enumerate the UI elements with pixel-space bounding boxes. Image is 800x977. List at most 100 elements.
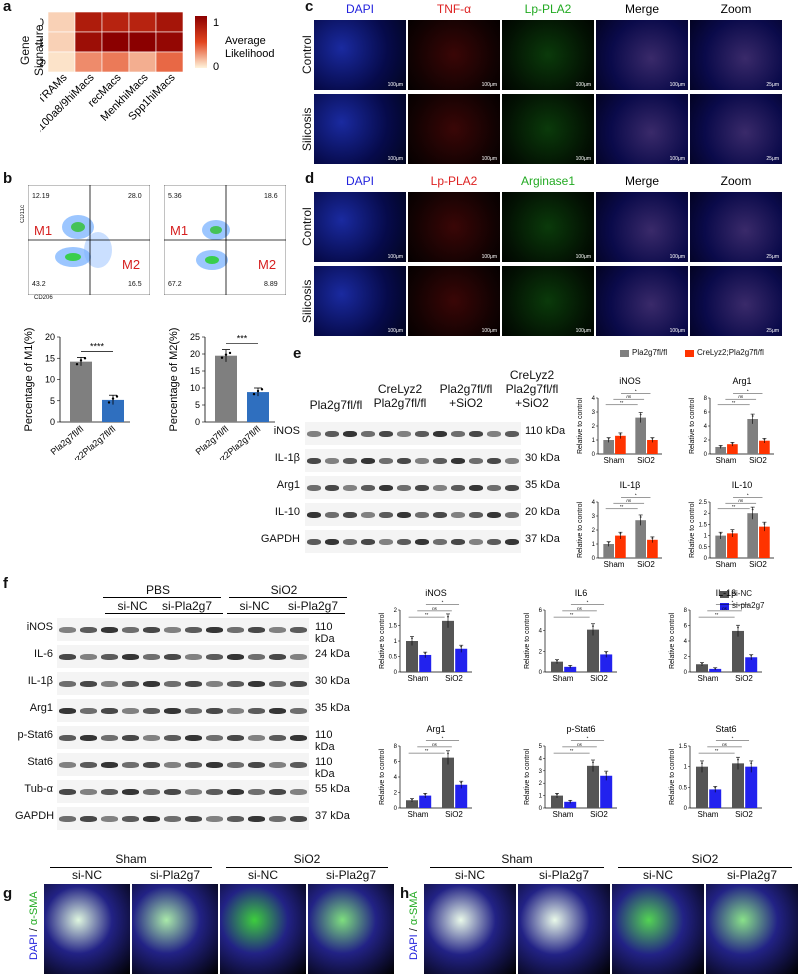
tick-label: 0 <box>704 556 708 562</box>
bar <box>745 657 758 672</box>
blot-band <box>469 458 483 464</box>
scale-label: 100μm <box>481 328 497 334</box>
flow-q-tl: 12.19 <box>32 193 50 200</box>
bar <box>406 800 418 808</box>
tick-label: 6 <box>684 624 688 630</box>
chart-title: IL-1β <box>716 588 737 598</box>
blot-strip <box>57 780 309 803</box>
blot-band <box>379 539 393 545</box>
blot-band <box>143 627 160 633</box>
confocal-sub-label: si-Pla2g7 <box>149 868 201 882</box>
e-group-1: Pla2g7fl/fl <box>309 398 363 412</box>
blot-band <box>433 512 447 518</box>
chart-title: Arg1 <box>732 376 751 386</box>
micrograph: 25μm <box>690 266 782 336</box>
scale-label: 100μm <box>669 328 685 334</box>
scale-label: 100μm <box>387 156 403 162</box>
x-cat-label: SiO2 <box>637 456 655 465</box>
blot-band <box>290 762 307 768</box>
tick-label: 6 <box>394 760 398 766</box>
blot-band <box>469 431 483 437</box>
tick-label: 4 <box>704 424 708 430</box>
point <box>411 637 413 640</box>
micrograph: 100μm <box>408 94 500 164</box>
panel-label-d: d <box>305 170 315 187</box>
blot-label: iNOS <box>273 425 300 437</box>
h-ylabel: DAPI / α-SMA <box>408 891 420 961</box>
bar <box>419 795 432 808</box>
tick-label: 0 <box>539 806 543 812</box>
tick-label: 0.5 <box>389 655 398 661</box>
bar <box>406 641 418 672</box>
micro-header: Zoom <box>720 2 752 16</box>
blot-label: IL-6 <box>34 648 53 660</box>
point <box>714 786 717 789</box>
bar <box>715 535 726 558</box>
blot-band <box>290 708 307 714</box>
blot-label: Arg1 <box>29 702 53 714</box>
blot-band <box>451 539 465 545</box>
sig-label: ** <box>570 612 574 617</box>
grouped-bar-chart: IL6 0 2 4 6 Sham SiO2 **ns * Relative to control <box>524 588 617 683</box>
blot-band <box>343 431 357 437</box>
blot-strip <box>57 645 309 668</box>
blot-kda: 110 kDa <box>315 621 335 645</box>
panel-label-a: a <box>3 0 12 15</box>
confocal-sub-label: si-NC <box>643 868 673 882</box>
blot-band <box>361 431 375 437</box>
chart-title: iNOS <box>619 376 641 386</box>
confocal-image <box>220 884 306 974</box>
blot-band <box>379 458 393 464</box>
tick-label: 2 <box>704 438 708 444</box>
blot-band <box>269 816 286 822</box>
blot-band <box>227 762 244 768</box>
flow-q-br: 8.89 <box>264 281 278 288</box>
blot-band <box>397 458 411 464</box>
panel-label-c: c <box>305 0 314 15</box>
blot-band <box>415 539 429 545</box>
confocal-group-label: Sham <box>501 852 533 866</box>
point <box>651 537 654 539</box>
blot-band <box>361 539 375 545</box>
blot-band <box>80 627 97 633</box>
sig-label: ns <box>626 394 632 399</box>
confocal-sub-label: si-Pla2g7 <box>538 868 590 882</box>
point <box>714 667 717 670</box>
b-point <box>224 353 228 356</box>
blot-strip <box>57 618 309 641</box>
micro-header: Zoom <box>720 174 752 188</box>
point <box>763 523 766 525</box>
confocal-image <box>518 884 610 974</box>
blot-kda: 30 kDa <box>525 452 560 464</box>
b-tick-label: 15 <box>45 353 55 363</box>
b-bar <box>70 361 92 422</box>
blot-band <box>122 735 139 741</box>
heatmap-ylabel: Gene Signature <box>18 24 46 76</box>
heatmap-legend-title: Average <box>225 35 266 47</box>
heatmap-row-label: M0 <box>40 17 44 29</box>
grouped-bar-chart: IL-1β 0 2 4 6 8 Sham SiO2 **ns * Relative to contr… <box>669 588 762 683</box>
blot-band <box>185 816 202 822</box>
sig-label: * <box>747 389 749 394</box>
scale-label: 100μm <box>669 82 685 88</box>
tick-label: 4 <box>539 629 543 635</box>
tick-label: 0 <box>704 452 708 458</box>
tick-label: 1 <box>539 794 543 800</box>
sig-label: ** <box>715 612 719 617</box>
panel-label-f: f <box>3 575 8 592</box>
micro-header: TNF-α <box>436 2 472 16</box>
tick-label: 6 <box>704 410 708 416</box>
blot-band <box>343 539 357 545</box>
micrograph: 100μm <box>502 94 594 164</box>
blot-band <box>487 485 501 491</box>
b-tick-label: 5 <box>195 400 200 410</box>
blot-band <box>164 681 181 687</box>
bar <box>564 666 577 672</box>
b-sig: *** <box>237 334 248 344</box>
x-cat-label: SiO2 <box>749 456 767 465</box>
bar <box>732 630 744 672</box>
blot-band <box>164 708 181 714</box>
blot-band <box>487 539 501 545</box>
b-bar-chart: 05101520Pla2g7fl/flCreLyz2Pla2g7fl/fl***… <box>23 328 130 460</box>
blot-band <box>248 627 265 633</box>
